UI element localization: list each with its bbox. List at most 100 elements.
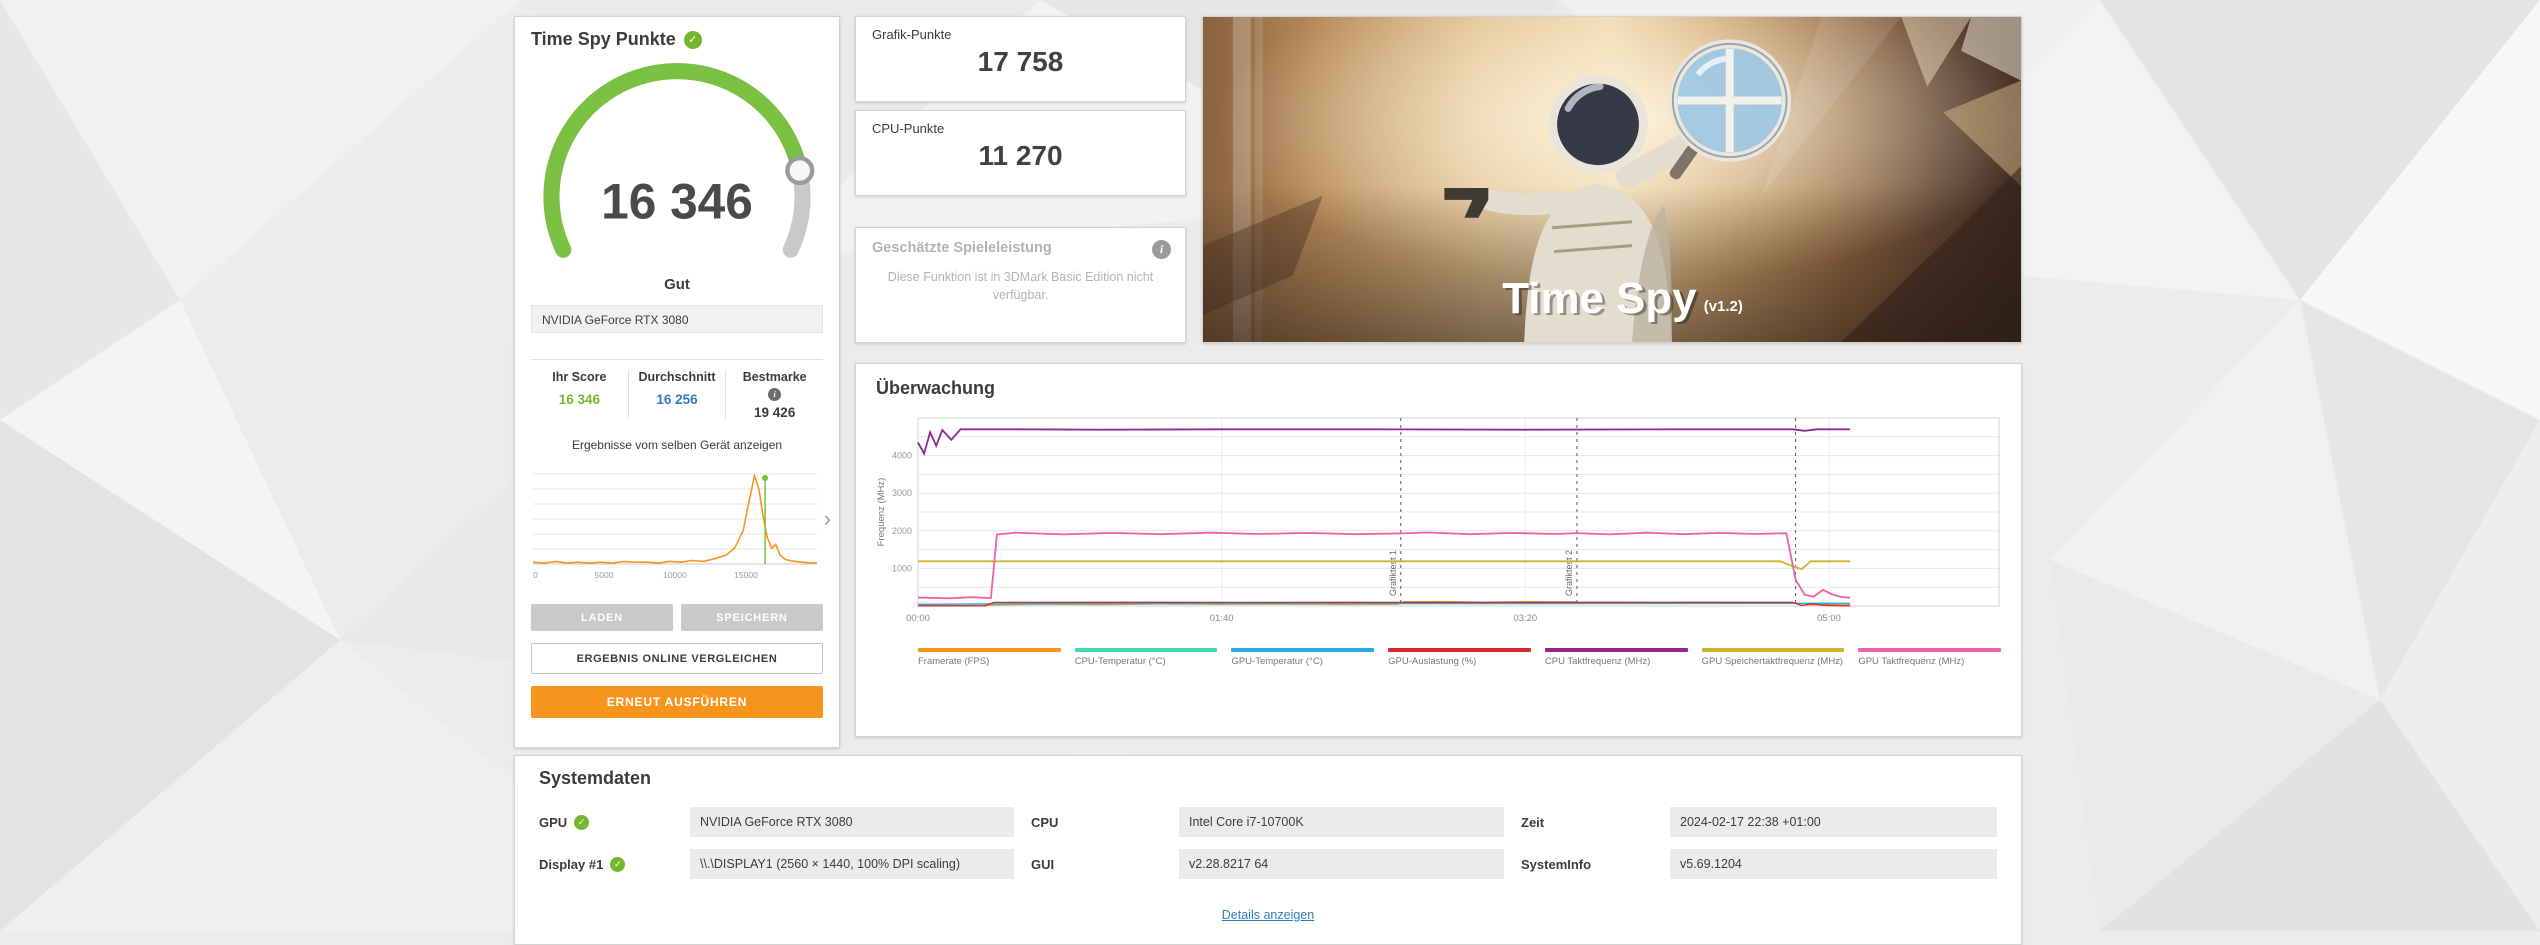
display-label-text: Display #1 bbox=[539, 856, 604, 872]
gpu-field-value: NVIDIA GeForce RTX 3080 bbox=[690, 807, 1014, 837]
legend-color-bar bbox=[1544, 648, 1688, 652]
legend-item[interactable]: GPU-Auslastung (%) bbox=[1388, 648, 1531, 667]
cpu-field-value: Intel Core i7-10700K bbox=[1179, 807, 1504, 837]
pistol bbox=[1444, 187, 1489, 218]
svg-text:Frequenz (MHz): Frequenz (MHz) bbox=[876, 478, 887, 547]
monitoring-legend: Framerate (FPS) CPU-Temperatur (°C) GPU-Te… bbox=[918, 648, 2002, 667]
gui-field-value: v2.28.8217 64 bbox=[1179, 849, 1504, 879]
details-link[interactable]: Details anzeigen bbox=[1221, 908, 1315, 922]
average-score-label: Durchschnitt bbox=[638, 370, 716, 384]
monitoring-panel: Überwachung 1000 2000 3000 4000 00:00 01:40 03… bbox=[855, 363, 2022, 737]
svg-text:4000: 4000 bbox=[892, 451, 912, 461]
your-score-column: Ihr Score 16 346 bbox=[531, 370, 628, 420]
svg-text:05:00: 05:00 bbox=[1817, 613, 1841, 624]
gpu-label-text: GPU bbox=[539, 814, 568, 830]
series-line bbox=[917, 428, 1851, 457]
cpu-label-text: CPU bbox=[1031, 814, 1059, 830]
visor bbox=[1557, 83, 1639, 166]
run-again-button[interactable]: ERNEUT AUSFÜHREN bbox=[531, 686, 823, 718]
legend-color-bar bbox=[1388, 648, 1531, 652]
display-verified-icon: ✓ bbox=[610, 856, 626, 872]
same-device-link[interactable]: Ergebnisse vom selben Gerät anzeigen bbox=[571, 438, 783, 452]
game-performance-body: Diese Funktion ist in 3DMark Basic Editi… bbox=[887, 270, 1154, 303]
astronaut-figure bbox=[1444, 39, 1792, 342]
best-score-info-icon[interactable]: i bbox=[768, 388, 782, 401]
game-performance-card: Geschätzte Spieleleistung i Diese Funkti… bbox=[855, 227, 1186, 343]
cpu-field-label: CPU bbox=[1014, 815, 1179, 830]
result-title: Time Spy Punkte bbox=[531, 29, 676, 49]
verified-check-icon: ✓ bbox=[683, 30, 702, 49]
series-line bbox=[917, 531, 1851, 600]
svg-text:00:00: 00:00 bbox=[906, 613, 930, 624]
load-save-row: LADEN SPEICHERN bbox=[531, 604, 823, 631]
gpu-field-label: GPU ✓ bbox=[539, 814, 690, 830]
graphics-score-value: 17 758 bbox=[977, 46, 1064, 77]
score-distribution-wrap: 0 5000 10000 15000 › bbox=[531, 468, 831, 586]
legend-item[interactable]: Framerate (FPS) bbox=[918, 648, 1061, 667]
game-performance-info-icon[interactable]: i bbox=[1152, 240, 1171, 259]
best-score-label: Bestmarke bbox=[742, 370, 807, 384]
your-score-marker-dot bbox=[762, 475, 769, 481]
your-score-label: Ihr Score bbox=[552, 370, 607, 384]
legend-item[interactable]: GPU-Temperatur (°C) bbox=[1231, 648, 1375, 667]
legend-item[interactable]: CPU Taktfrequenz (MHz) bbox=[1544, 648, 1688, 667]
legend-item[interactable]: GPU Speichertaktfrequenz (MHz) bbox=[1701, 648, 1845, 667]
svg-text:5000: 5000 bbox=[595, 570, 614, 580]
gui-label-text: GUI bbox=[1031, 856, 1055, 872]
display-field-label: Display #1 ✓ bbox=[539, 856, 690, 872]
system-data-grid: GPU ✓ NVIDIA GeForce RTX 3080 CPU Intel … bbox=[539, 807, 2021, 879]
systeminfo-label-text: SystemInfo bbox=[1521, 856, 1592, 872]
gauge-marker-dot bbox=[785, 155, 815, 186]
hero-title: Time Spy bbox=[1502, 274, 1697, 323]
cpu-score-label: CPU-Punkte bbox=[872, 121, 945, 136]
legend-label: CPU-Temperatur (°C) bbox=[1074, 656, 1166, 667]
gpu-select-value: NVIDIA GeForce RTX 3080 bbox=[542, 313, 689, 327]
time-field-label: Zeit bbox=[1504, 815, 1670, 830]
legend-color-bar bbox=[1231, 648, 1375, 652]
systeminfo-field-label: SystemInfo bbox=[1504, 857, 1670, 872]
total-score: 16 346 bbox=[601, 174, 753, 230]
monitoring-title: Überwachung bbox=[876, 378, 996, 398]
svg-text:01:40: 01:40 bbox=[1210, 613, 1234, 624]
score-comparison-table: Ihr Score 16 346 Durchschnitt 16 256 Bes… bbox=[531, 360, 823, 424]
best-score-value: 19 426 bbox=[754, 405, 796, 420]
score-gauge: 16 346 bbox=[543, 63, 815, 258]
section-marker-label: Grafiktest 2 bbox=[1564, 550, 1574, 596]
series-line bbox=[917, 602, 1851, 605]
compare-online-button[interactable]: ERGEBNIS ONLINE VERGLEICHEN bbox=[531, 643, 823, 674]
window-frame-horizontal bbox=[1677, 96, 1782, 105]
display-field-value: \\.\DISPLAY1 (2560 × 1440, 100% DPI scal… bbox=[690, 849, 1014, 879]
legend-item[interactable]: CPU-Temperatur (°C) bbox=[1074, 648, 1218, 667]
gpu-select[interactable]: NVIDIA GeForce RTX 3080 bbox=[531, 305, 823, 333]
system-data-panel: Systemdaten GPU ✓ NVIDIA GeForce RTX 308… bbox=[514, 755, 2022, 945]
series-line bbox=[918, 601, 1851, 607]
legend-label: GPU Taktfrequenz (MHz) bbox=[1858, 656, 1965, 667]
load-button[interactable]: LADEN bbox=[531, 604, 673, 631]
graphics-score-card: Grafik-Punkte 17 758 bbox=[855, 16, 1186, 102]
legend-label: GPU-Temperatur (°C) bbox=[1231, 656, 1323, 667]
legend-item[interactable]: GPU Taktfrequenz (MHz) bbox=[1858, 648, 2002, 667]
gpu-verified-icon: ✓ bbox=[574, 814, 590, 830]
divider bbox=[531, 359, 823, 360]
legend-color-bar bbox=[1858, 648, 2002, 652]
result-title-row: Time Spy Punkte ✓ bbox=[531, 29, 823, 50]
histogram-next-arrow[interactable]: › bbox=[823, 506, 831, 531]
systeminfo-field-value: v5.69.1204 bbox=[1670, 849, 1997, 879]
legend-label: GPU-Auslastung (%) bbox=[1388, 656, 1477, 667]
hero-version: (v1.2) bbox=[1704, 298, 1743, 315]
legend-color-bar bbox=[1074, 648, 1218, 652]
game-performance-title: Geschätzte Spieleleistung bbox=[872, 240, 1052, 256]
time-label-text: Zeit bbox=[1521, 814, 1545, 830]
score-distribution-chart: 0 5000 10000 15000 bbox=[532, 473, 817, 580]
graphics-score-label: Grafik-Punkte bbox=[872, 27, 952, 42]
cpu-score-card: CPU-Punkte 11 270 bbox=[855, 110, 1186, 196]
svg-text:10000: 10000 bbox=[663, 570, 687, 580]
svg-text:2000: 2000 bbox=[892, 526, 912, 536]
time-spy-artwork: Time Spy Time Spy (v1.2) bbox=[1203, 17, 2021, 342]
svg-text:03:20: 03:20 bbox=[1513, 613, 1537, 624]
hero-banner: Time Spy Time Spy (v1.2) bbox=[1202, 16, 2022, 343]
svg-text:1000: 1000 bbox=[892, 563, 912, 573]
save-button[interactable]: SPEICHERN bbox=[681, 604, 823, 631]
svg-text:15000: 15000 bbox=[734, 570, 758, 580]
legend-color-bar bbox=[918, 648, 1061, 652]
